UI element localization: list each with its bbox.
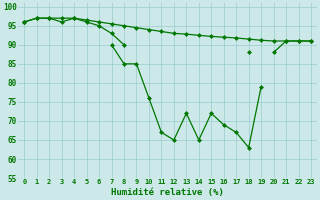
X-axis label: Humidité relative (%): Humidité relative (%)	[111, 188, 224, 197]
